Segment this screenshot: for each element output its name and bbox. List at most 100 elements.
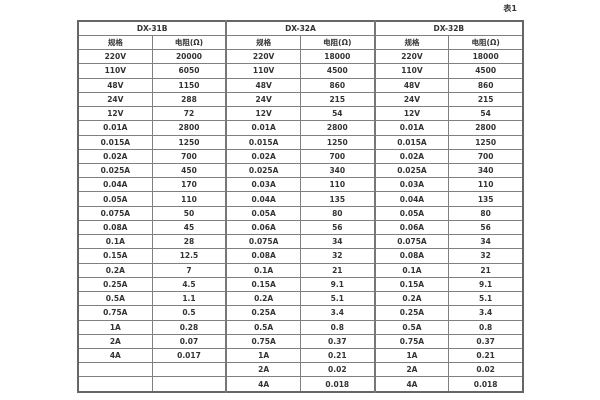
spec-cell: 0.15A <box>225 276 301 293</box>
resistance-cell: 3.4 <box>299 305 376 321</box>
table-row: 0.01A 2800 0.01A 2800 0.01A 2800 <box>77 120 524 136</box>
table-row: 2A 0.07 0.75A 0.37 0.75A 0.37 <box>77 333 524 350</box>
spec-cell: 0.02A <box>373 148 450 164</box>
spec-cell: 1A <box>225 348 301 364</box>
table-row: 0.15A 12.5 0.08A 32 0.08A 32 <box>77 248 524 264</box>
spec-cell: 0.1A <box>373 262 450 278</box>
spec-cell: 0.08A <box>373 248 450 264</box>
spec-cell: 0.2A <box>77 262 153 278</box>
resistance-cell: 340 <box>448 162 524 179</box>
table-row: 0.08A 45 0.06A 56 0.06A 56 <box>77 219 524 236</box>
spec-cell: 0.06A <box>225 219 301 236</box>
resistance-cell: 1.1 <box>151 291 227 307</box>
spec-cell: 12V <box>225 106 301 122</box>
resistance-cell: 700 <box>299 148 376 164</box>
resistance-cell: 0.5 <box>151 305 227 321</box>
spec-cell: 24V <box>225 91 301 108</box>
resistance-cell: 860 <box>299 77 376 93</box>
col-header-spec: 规格 <box>77 34 153 51</box>
col-header-resistance: 电阻(Ω) <box>299 34 376 51</box>
table-body: 220V 20000 220V 18000 220V 18000 110V 6050 110V 4… <box>77 49 524 393</box>
resistance-cell: 0.37 <box>448 333 524 350</box>
table-row: 220V 20000 220V 18000 220V 18000 <box>77 49 524 65</box>
spec-cell: 0.04A <box>77 177 153 193</box>
resistance-cell: 5.1 <box>299 291 376 307</box>
resistance-cell: 4500 <box>299 63 376 79</box>
resistance-cell: 135 <box>299 191 376 207</box>
spec-cell <box>77 376 153 393</box>
spec-cell: 0.02A <box>77 148 153 164</box>
spec-cell: 0.75A <box>77 305 153 321</box>
table-row: 2A 0.02 2A 0.02 <box>77 362 524 378</box>
spec-cell: 110V <box>77 63 153 79</box>
table-row: 0.04A 170 0.03A 110 0.03A 110 <box>77 177 524 193</box>
resistance-cell <box>151 362 227 378</box>
resistance-cell: 0.02 <box>299 362 376 378</box>
resistance-cell: 1250 <box>448 134 524 150</box>
table-row: 0.075A 50 0.05A 80 0.05A 80 <box>77 205 524 221</box>
resistance-cell: 20000 <box>151 49 227 65</box>
spec-cell: 0.03A <box>373 177 450 193</box>
resistance-cell: 34 <box>299 234 376 250</box>
resistance-cell: 700 <box>448 148 524 164</box>
table-row: 0.015A 1250 0.015A 1250 0.015A 1250 <box>77 134 524 150</box>
resistance-spec-table: DX-31B DX-32A DX-32B 规格 电阻(Ω) 规格 电阻(Ω) 规… <box>77 20 524 393</box>
resistance-cell: 4.5 <box>151 276 227 293</box>
resistance-cell: 3.4 <box>448 305 524 321</box>
table-caption: 表1 <box>503 4 517 13</box>
table-row: 0.05A 110 0.04A 135 0.04A 135 <box>77 191 524 207</box>
table-row: 0.2A 7 0.1A 21 0.1A 21 <box>77 262 524 278</box>
table-row: 4A 0.017 1A 0.21 1A 0.21 <box>77 348 524 364</box>
resistance-cell: 32 <box>299 248 376 264</box>
resistance-cell: 288 <box>151 91 227 108</box>
resistance-cell: 56 <box>448 219 524 236</box>
table-row: 0.5A 1.1 0.2A 5.1 0.2A 5.1 <box>77 291 524 307</box>
resistance-cell: 2800 <box>448 120 524 136</box>
resistance-cell: 2800 <box>299 120 376 136</box>
spec-cell: 0.04A <box>225 191 301 207</box>
spec-cell: 110V <box>373 63 450 79</box>
spec-cell: 0.05A <box>373 205 450 221</box>
spec-cell: 12V <box>77 106 153 122</box>
spec-cell: 0.015A <box>77 134 153 150</box>
table-row: 0.75A 0.5 0.25A 3.4 0.25A 3.4 <box>77 305 524 321</box>
table-row: 48V 1150 48V 860 48V 860 <box>77 77 524 93</box>
spec-cell: 110V <box>225 63 301 79</box>
spec-cell <box>77 362 153 378</box>
resistance-cell: 110 <box>448 177 524 193</box>
resistance-cell: 4500 <box>448 63 524 79</box>
spec-cell: 220V <box>225 49 301 65</box>
spec-cell: 0.08A <box>77 219 153 236</box>
resistance-cell: 72 <box>151 106 227 122</box>
resistance-cell: 1150 <box>151 77 227 93</box>
resistance-cell: 2800 <box>151 120 227 136</box>
resistance-cell: 0.018 <box>448 376 524 393</box>
resistance-cell: 860 <box>448 77 524 93</box>
spec-cell: 0.2A <box>373 291 450 307</box>
resistance-cell: 7 <box>151 262 227 278</box>
resistance-cell: 0.28 <box>151 319 227 335</box>
resistance-cell: 1250 <box>151 134 227 150</box>
resistance-cell: 0.018 <box>299 376 376 393</box>
resistance-cell: 170 <box>151 177 227 193</box>
resistance-cell: 50 <box>151 205 227 221</box>
spec-cell: 0.25A <box>77 276 153 293</box>
spec-cell: 0.05A <box>225 205 301 221</box>
spec-cell: 2A <box>373 362 450 378</box>
group-header-row: DX-31B DX-32A DX-32B <box>77 20 524 36</box>
resistance-cell: 12.5 <box>151 248 227 264</box>
spec-cell: 0.04A <box>373 191 450 207</box>
spec-cell: 0.025A <box>77 162 153 179</box>
spec-cell: 2A <box>225 362 301 378</box>
table-row: 0.25A 4.5 0.15A 9.1 0.15A 9.1 <box>77 276 524 293</box>
spec-cell: 0.75A <box>225 333 301 350</box>
spec-cell: 0.075A <box>373 234 450 250</box>
table-row: 110V 6050 110V 4500 110V 4500 <box>77 63 524 79</box>
spec-cell: 0.01A <box>225 120 301 136</box>
table-row: 1A 0.28 0.5A 0.8 0.5A 0.8 <box>77 319 524 335</box>
resistance-cell: 0.21 <box>299 348 376 364</box>
spec-cell: 4A <box>373 376 450 393</box>
resistance-cell: 21 <box>448 262 524 278</box>
resistance-cell: 135 <box>448 191 524 207</box>
